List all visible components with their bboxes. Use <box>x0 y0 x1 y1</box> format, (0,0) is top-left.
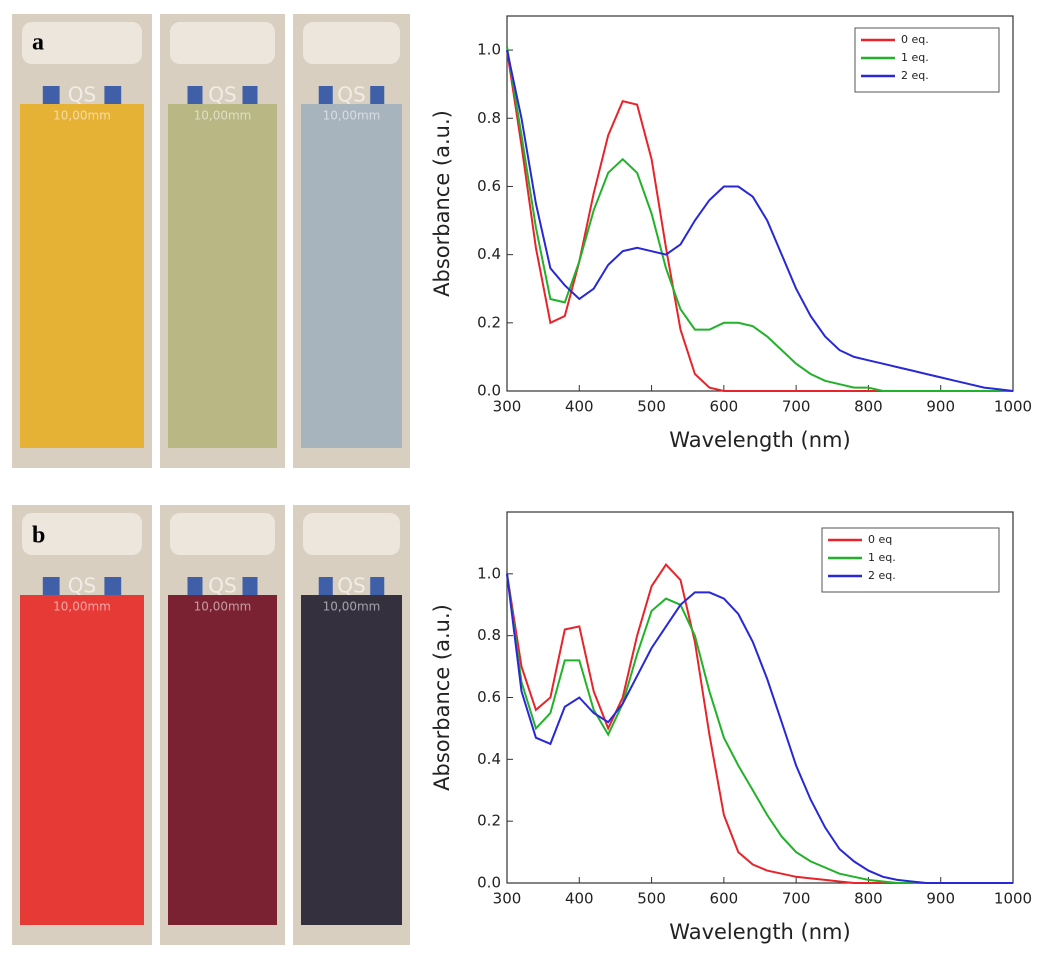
panel-label: b <box>32 523 45 549</box>
y-tick-label: 0.2 <box>477 313 501 331</box>
cuvette-tab <box>42 577 60 595</box>
cuvette-tab <box>318 577 333 595</box>
cuvette-tab <box>104 577 122 595</box>
x-tick-label: 700 <box>782 890 811 908</box>
x-tick-label: 400 <box>565 890 594 908</box>
y-tick-label: 1.0 <box>477 564 501 582</box>
x-tick-label: 500 <box>637 890 666 908</box>
legend-label: 1 eq. <box>901 51 929 64</box>
y-tick-label: 0.8 <box>477 626 501 644</box>
cuvette-tab <box>42 86 60 104</box>
y-tick-label: 0.8 <box>477 109 501 127</box>
cuvette-liquid <box>301 104 402 448</box>
cuvette-label: QS <box>68 574 96 598</box>
x-tick-label: 300 <box>493 890 522 908</box>
x-tick-label: 600 <box>710 398 739 416</box>
cuvette-cap <box>303 513 400 555</box>
cuvette-sublabel: 10,00mm <box>53 109 111 123</box>
cuvette-liquid <box>168 595 277 925</box>
cuvette-tab <box>242 86 258 104</box>
cuvette-label: QS <box>208 574 236 598</box>
data-line <box>506 573 1013 884</box>
x-tick-label: 500 <box>637 398 666 416</box>
cuvette-tab <box>242 577 258 595</box>
cuvette-tab <box>187 86 203 104</box>
cuvette-label: QS <box>337 83 365 107</box>
x-tick-label: 800 <box>854 398 883 416</box>
legend-box <box>821 527 1000 593</box>
cuvette-label: QS <box>337 574 365 598</box>
cuvette-sublabel: 10,00mm <box>194 109 252 123</box>
legend-label: 1 eq. <box>868 551 896 564</box>
y-tick-label: 0.6 <box>477 688 501 706</box>
y-tick-label: 0.0 <box>477 382 501 400</box>
cuvette-sublabel: 10,00mm <box>323 600 381 614</box>
x-axis-label: Wavelength (nm) <box>669 428 850 452</box>
legend-box <box>854 27 1000 93</box>
cuvette-liquid <box>168 104 277 448</box>
y-tick-label: 1.0 <box>477 41 501 59</box>
y-tick-label: 0.2 <box>477 812 501 830</box>
cuvette-cap <box>303 22 400 64</box>
data-line <box>506 49 1014 392</box>
cuvette-liquid <box>301 595 402 925</box>
cuvette-liquid <box>20 595 144 925</box>
cuvette-label: QS <box>208 83 236 107</box>
y-tick-label: 0.4 <box>477 750 501 768</box>
x-tick-label: 900 <box>926 890 955 908</box>
data-line <box>506 46 1013 392</box>
x-tick-label: 900 <box>926 398 955 416</box>
y-tick-label: 0.4 <box>477 245 501 263</box>
cuvette-tab <box>370 86 385 104</box>
cuvette-tab <box>187 577 203 595</box>
data-line <box>506 49 1013 392</box>
y-axis-label: Absorbance (a.u.) <box>430 110 454 297</box>
cuvette-cap <box>22 513 142 555</box>
panel-label: a <box>32 30 44 56</box>
x-tick-label: 800 <box>854 890 883 908</box>
x-tick-label: 300 <box>493 398 522 416</box>
cuvette-cap <box>22 22 142 64</box>
x-axis-label: Wavelength (nm) <box>669 920 850 944</box>
y-tick-label: 0.6 <box>477 177 501 195</box>
x-tick-label: 600 <box>710 890 739 908</box>
x-tick-label: 400 <box>565 398 594 416</box>
legend-label: 2 eq. <box>901 69 929 82</box>
cuvette-sublabel: 10,00mm <box>194 600 252 614</box>
cuvette-liquid <box>20 104 144 448</box>
y-tick-label: 0.0 <box>477 874 501 892</box>
legend-label: 0 eq. <box>901 33 929 46</box>
data-line <box>506 573 1013 884</box>
x-tick-label: 1000 <box>994 398 1032 416</box>
y-axis-label: Absorbance (a.u.) <box>430 604 454 791</box>
cuvette-sublabel: 10,00mm <box>323 109 381 123</box>
cuvette-tab <box>370 577 385 595</box>
cuvette-tab <box>318 86 333 104</box>
x-tick-label: 700 <box>782 398 811 416</box>
cuvette-cap <box>170 513 275 555</box>
x-tick-label: 1000 <box>994 890 1032 908</box>
cuvette-sublabel: 10,00mm <box>53 600 111 614</box>
legend-label: 0 eq <box>868 533 892 546</box>
cuvette-label: QS <box>68 83 96 107</box>
cuvette-cap <box>170 22 275 64</box>
data-line <box>506 562 1013 884</box>
legend-label: 2 eq. <box>868 569 896 582</box>
cuvette-tab <box>104 86 122 104</box>
